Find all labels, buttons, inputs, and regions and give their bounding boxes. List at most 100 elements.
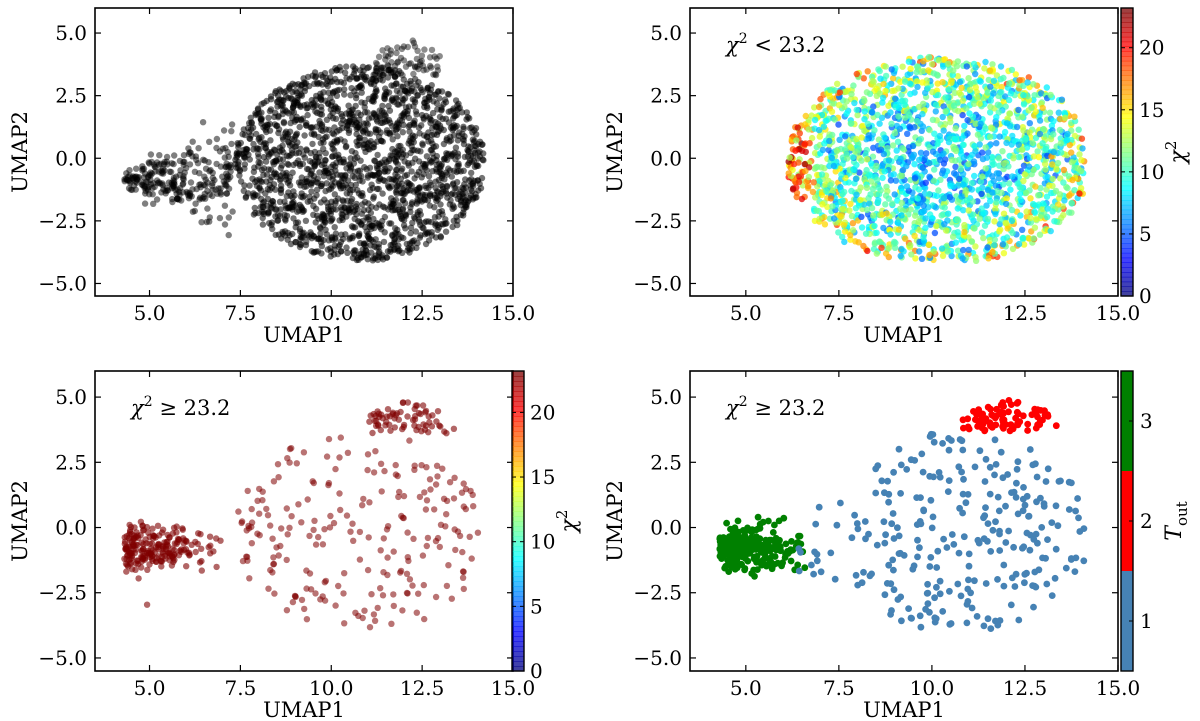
colorbar-gradient-step: [512, 426, 524, 432]
data-point: [428, 46, 436, 54]
data-point: [954, 58, 962, 65]
data-point: [300, 449, 308, 456]
data-point: [308, 181, 315, 188]
data-point: [428, 229, 435, 236]
data-point: [462, 203, 469, 211]
data-point: [373, 61, 381, 68]
data-point: [323, 453, 331, 460]
data-point: [450, 495, 458, 502]
data-point: [369, 184, 377, 192]
data-point: [358, 89, 365, 96]
data-point: [347, 92, 354, 99]
data-point: [206, 138, 213, 145]
data-point: [351, 215, 358, 222]
data-point: [1064, 136, 1071, 144]
data-point: [293, 460, 300, 467]
data-point: [145, 159, 152, 166]
data-point: [278, 96, 285, 104]
data-point: [414, 91, 421, 99]
data-point: [283, 607, 291, 614]
data-point: [984, 89, 991, 96]
data-point: [171, 152, 178, 159]
data-point: [283, 108, 290, 115]
data-point: [829, 100, 836, 107]
data-point: [201, 157, 208, 164]
data-point: [287, 240, 295, 248]
data-point: [407, 204, 414, 211]
data-point: [443, 511, 450, 518]
data-point: [1008, 206, 1016, 214]
data-point: [928, 60, 936, 68]
data-point: [991, 241, 998, 249]
data-point: [419, 402, 427, 409]
data-point: [260, 165, 268, 172]
data-point: [1024, 79, 1031, 86]
data-point: [453, 122, 460, 130]
data-point: [907, 241, 914, 249]
data-point: [1029, 139, 1036, 147]
colorbar-gradient-step: [1121, 200, 1133, 206]
data-point: [998, 88, 1005, 96]
data-point: [332, 234, 339, 241]
data-point: [336, 217, 343, 224]
data-point: [392, 188, 400, 195]
data-point: [370, 469, 378, 476]
data-point: [342, 143, 350, 151]
colorbar-gradient-step: [1121, 32, 1133, 38]
data-point: [326, 174, 333, 181]
data-point: [830, 162, 838, 170]
data-point: [374, 408, 381, 415]
data-point: [840, 222, 848, 229]
data-point: [443, 220, 450, 227]
data-point: [446, 479, 454, 486]
data-point: [1047, 227, 1054, 235]
data-point: [321, 157, 329, 164]
data-point: [761, 553, 769, 561]
data-point: [263, 505, 270, 513]
data-point: [381, 165, 389, 173]
data-point: [344, 449, 352, 456]
data-point: [394, 161, 401, 168]
data-point: [154, 522, 162, 529]
data-point: [819, 201, 826, 208]
data-point: [949, 233, 957, 240]
colorbar-gradient-step: [512, 561, 524, 567]
data-point: [991, 236, 998, 243]
data-point: [239, 131, 246, 138]
data-point: [869, 185, 877, 193]
data-point: [377, 585, 384, 592]
data-point: [379, 64, 387, 72]
data-point: [881, 168, 888, 175]
data-point: [415, 158, 423, 165]
data-point: [388, 59, 395, 66]
data-point: [443, 430, 450, 437]
data-point: [1015, 153, 1022, 161]
data-point: [320, 145, 327, 153]
data-point: [1026, 129, 1033, 136]
data-point: [853, 70, 860, 78]
data-point: [321, 97, 329, 104]
data-point: [187, 179, 195, 186]
data-point: [331, 179, 339, 186]
data-point: [195, 530, 202, 537]
data-point: [785, 170, 792, 177]
data-point: [982, 58, 989, 66]
data-point: [1002, 200, 1010, 208]
data-point: [379, 592, 387, 599]
colorbar-gradient-step: [512, 491, 524, 497]
data-point: [317, 239, 325, 246]
data-point: [365, 534, 372, 541]
colorbar-gradient-step: [512, 601, 524, 607]
data-point: [1020, 101, 1028, 108]
data-point: [397, 54, 405, 62]
data-point: [814, 163, 821, 171]
data-point: [826, 137, 833, 145]
data-point: [972, 70, 979, 78]
data-point: [919, 164, 926, 171]
data-point: [918, 255, 926, 262]
data-point: [366, 418, 373, 425]
data-point: [891, 130, 898, 137]
data-point: [381, 467, 388, 475]
data-point: [965, 207, 972, 214]
data-point: [361, 164, 368, 171]
